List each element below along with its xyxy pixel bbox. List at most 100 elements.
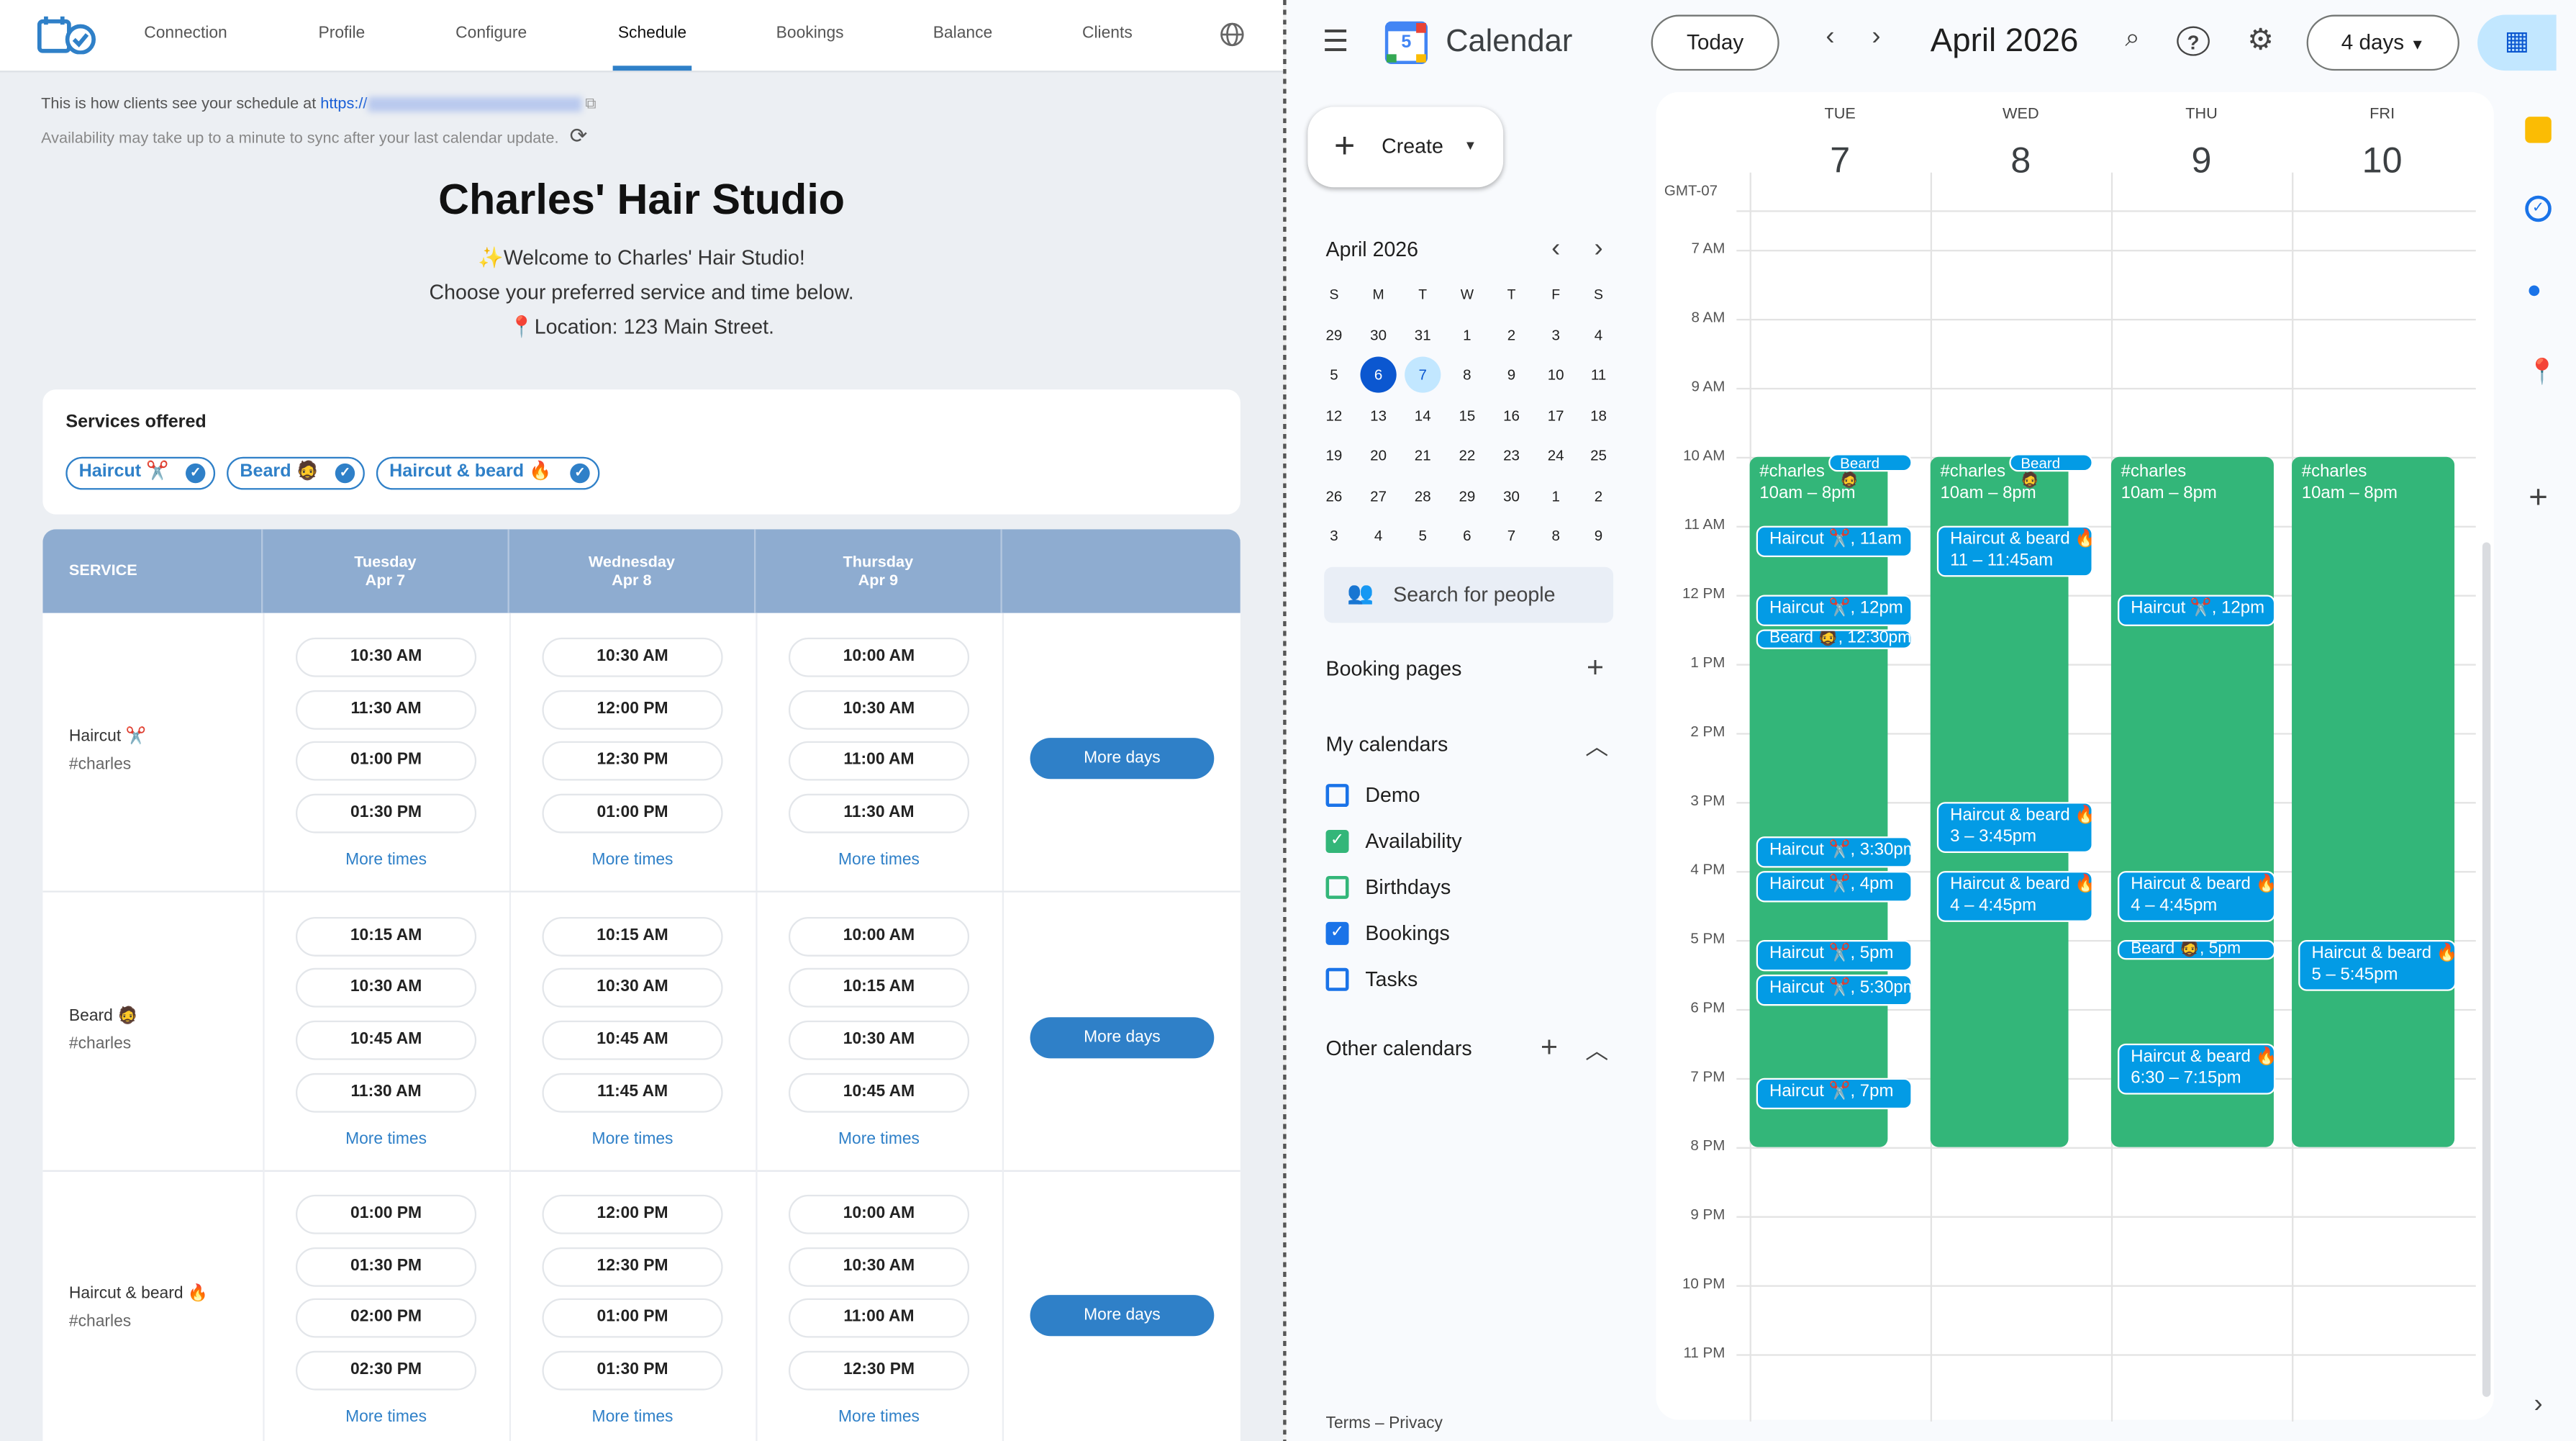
time-slot-button[interactable]: 10:30 AM bbox=[295, 637, 477, 677]
service-chip[interactable]: Beard 🧔 ✓ bbox=[227, 456, 365, 490]
availability-block[interactable]: #charles 10am – 8pm bbox=[1749, 456, 1888, 1147]
time-slot-button[interactable]: 01:00 PM bbox=[295, 1194, 477, 1234]
mini-day[interactable]: 8 bbox=[1463, 366, 1471, 383]
booking-event[interactable]: Haircut ✂️, 7pm bbox=[1756, 1078, 1913, 1110]
mini-day[interactable]: 4 bbox=[1374, 527, 1383, 544]
service-chip[interactable]: Haircut ✂️ ✓ bbox=[65, 456, 216, 490]
booking-event[interactable]: Haircut & beard 🔥 6:30 – 7:15pm bbox=[2118, 1043, 2276, 1094]
mini-day[interactable]: 10 bbox=[1547, 366, 1564, 383]
mini-day[interactable]: 22 bbox=[1459, 447, 1476, 464]
mini-day[interactable]: 29 bbox=[1459, 488, 1476, 505]
main-menu-icon[interactable]: ☰ bbox=[1322, 24, 1349, 58]
calendar-checkbox-tasks[interactable] bbox=[1325, 967, 1349, 991]
tab-configure[interactable]: Configure bbox=[455, 24, 527, 43]
time-slot-button[interactable]: 12:30 PM bbox=[542, 1247, 723, 1287]
more-times-link[interactable]: More times bbox=[838, 1408, 920, 1427]
get-addons-plus-icon[interactable]: + bbox=[2529, 479, 2548, 516]
today-button[interactable]: Today bbox=[1651, 14, 1779, 71]
mini-day[interactable]: 5 bbox=[1330, 366, 1338, 383]
booking-event[interactable]: Haircut ✂️, 12pm bbox=[1756, 595, 1913, 626]
time-slot-button[interactable]: 01:00 PM bbox=[295, 741, 477, 782]
time-slot-button[interactable]: 01:00 PM bbox=[542, 793, 723, 834]
app-logo[interactable] bbox=[36, 15, 99, 55]
search-icon[interactable]: ⌕ bbox=[2125, 24, 2140, 53]
time-slot-button[interactable]: 10:45 AM bbox=[542, 1020, 723, 1060]
mini-day[interactable]: 23 bbox=[1503, 447, 1520, 464]
mini-prev-month-icon[interactable]: ‹ bbox=[1551, 235, 1561, 263]
time-slot-button[interactable]: 10:30 AM bbox=[788, 690, 970, 730]
tab-connection[interactable]: Connection bbox=[144, 24, 227, 43]
mini-day[interactable]: 27 bbox=[1370, 488, 1387, 505]
mini-day[interactable]: 30 bbox=[1370, 327, 1387, 344]
mini-day[interactable]: 20 bbox=[1370, 447, 1387, 464]
mini-day[interactable]: 2 bbox=[1507, 327, 1516, 344]
settings-gear-icon[interactable]: ⚙ bbox=[2247, 22, 2275, 56]
time-slot-button[interactable]: 01:30 PM bbox=[542, 1351, 723, 1391]
mini-day[interactable]: 11 bbox=[1590, 366, 1607, 383]
time-slot-button[interactable]: 10:45 AM bbox=[295, 1020, 477, 1060]
day-number[interactable]: 7 bbox=[1830, 140, 1851, 181]
mini-day[interactable]: 8 bbox=[1551, 527, 1560, 544]
time-slot-button[interactable]: 10:00 AM bbox=[788, 1194, 970, 1234]
time-slot-button[interactable]: 11:30 AM bbox=[295, 690, 477, 730]
time-slot-button[interactable]: 12:00 PM bbox=[542, 690, 723, 730]
mini-day[interactable]: 21 bbox=[1414, 447, 1431, 464]
booking-event[interactable]: Haircut ✂️, 4pm bbox=[1756, 871, 1913, 903]
booking-chip[interactable]: Beard 🧔 bbox=[2009, 453, 2093, 488]
time-slot-button[interactable]: 11:45 AM bbox=[542, 1072, 723, 1112]
time-slot-button[interactable]: 02:30 PM bbox=[295, 1351, 477, 1391]
collapse-chevron-icon[interactable]: ︿ bbox=[1585, 1036, 1609, 1064]
mini-day[interactable]: 9 bbox=[1507, 366, 1516, 383]
collapse-chevron-icon[interactable]: ︿ bbox=[1585, 733, 1609, 759]
mini-day[interactable]: 16 bbox=[1503, 407, 1520, 425]
time-slot-button[interactable]: 10:00 AM bbox=[788, 916, 970, 956]
time-slot-button[interactable]: 01:30 PM bbox=[295, 793, 477, 834]
mini-day[interactable]: 1 bbox=[1551, 488, 1560, 505]
booking-event[interactable]: Beard 🧔, 5pm bbox=[2118, 939, 2276, 960]
tab-clients[interactable]: Clients bbox=[1081, 24, 1133, 43]
grid-scrollbar[interactable] bbox=[2482, 542, 2491, 1397]
availability-block[interactable]: #charles 10am – 8pm bbox=[2110, 456, 2274, 1147]
booking-event[interactable]: Haircut ✂️, 5pm bbox=[1756, 939, 1913, 972]
contacts-icon[interactable]: ● bbox=[2526, 276, 2542, 304]
time-slot-button[interactable]: 11:00 AM bbox=[788, 1298, 970, 1339]
more-times-link[interactable]: More times bbox=[591, 1408, 674, 1427]
mini-day[interactable]: 17 bbox=[1547, 407, 1564, 425]
mini-day[interactable]: 25 bbox=[1590, 447, 1607, 464]
tab-balance[interactable]: Balance bbox=[933, 24, 993, 43]
booking-event[interactable]: Beard 🧔, 12:30pm bbox=[1756, 629, 1913, 649]
day-number[interactable]: 9 bbox=[2191, 140, 2212, 181]
booking-event[interactable]: Haircut & beard 🔥 3 – 3:45pm bbox=[1936, 802, 2093, 852]
next-period-icon[interactable]: › bbox=[1872, 22, 1881, 51]
mini-day[interactable]: 15 bbox=[1459, 407, 1476, 425]
search-people-input[interactable]: 👥 Search for people bbox=[1324, 566, 1614, 623]
mini-day[interactable]: 24 bbox=[1547, 447, 1564, 464]
service-chip[interactable]: Haircut & beard 🔥 ✓ bbox=[376, 456, 600, 490]
time-slot-button[interactable]: 12:30 PM bbox=[542, 741, 723, 782]
calendar-checkbox-demo[interactable] bbox=[1325, 784, 1349, 808]
help-icon[interactable]: ? bbox=[2177, 26, 2210, 56]
booking-event[interactable]: Haircut & beard 🔥 5 – 5:45pm bbox=[2298, 939, 2457, 990]
availability-block[interactable]: #charles 10am – 8pm bbox=[2292, 456, 2455, 1147]
other-calendars-label[interactable]: Other calendars bbox=[1325, 1036, 1472, 1060]
pane-divider[interactable] bbox=[1283, 0, 1287, 1441]
time-slot-button[interactable]: 11:00 AM bbox=[788, 741, 970, 782]
booking-event[interactable]: Haircut & beard 🔥 4 – 4:45pm bbox=[1936, 871, 2093, 921]
more-days-button[interactable]: More days bbox=[1030, 1295, 1215, 1337]
more-times-link[interactable]: More times bbox=[591, 1129, 674, 1148]
mini-day[interactable]: 30 bbox=[1503, 488, 1520, 505]
time-slot-button[interactable]: 10:30 AM bbox=[295, 968, 477, 1008]
mini-day[interactable]: 6 bbox=[1463, 527, 1471, 544]
add-booking-page-icon[interactable]: + bbox=[1586, 651, 1604, 684]
time-slot-button[interactable]: 12:30 PM bbox=[788, 1351, 970, 1391]
globe-icon[interactable] bbox=[1219, 22, 1246, 48]
booking-event[interactable]: Haircut & beard 🔥 11 – 11:45am bbox=[1936, 525, 2093, 577]
mini-next-month-icon[interactable]: › bbox=[1594, 235, 1603, 263]
mini-day[interactable]: 7 bbox=[1405, 356, 1441, 393]
more-times-link[interactable]: More times bbox=[345, 851, 427, 869]
more-times-link[interactable]: More times bbox=[345, 1129, 427, 1148]
time-slot-button[interactable]: 10:00 AM bbox=[788, 637, 970, 677]
more-days-button[interactable]: More days bbox=[1030, 738, 1215, 780]
day-number[interactable]: 10 bbox=[2362, 140, 2403, 181]
schedule-link[interactable]: https:// bbox=[320, 95, 581, 114]
